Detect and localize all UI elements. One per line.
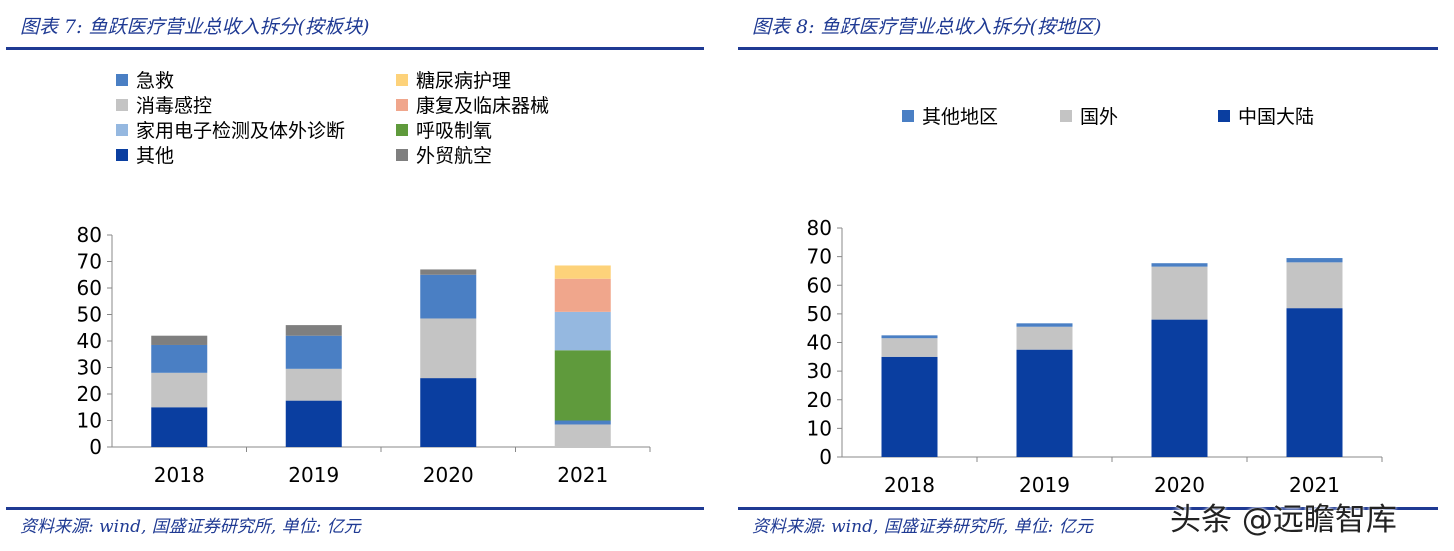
bar-segment xyxy=(881,335,938,339)
left-source-rule xyxy=(6,507,704,510)
y-tick-label: 80 xyxy=(77,223,102,247)
legend-swatch xyxy=(116,124,128,136)
y-tick-label: 70 xyxy=(77,250,102,274)
legend-swatch xyxy=(1218,110,1230,122)
bar-segment xyxy=(1286,308,1343,457)
bar-segment xyxy=(1016,323,1073,327)
x-tick-label: 2018 xyxy=(884,473,935,497)
bar-segment xyxy=(1016,326,1073,350)
legend-swatch xyxy=(902,110,914,122)
y-tick-label: 70 xyxy=(807,245,832,269)
bar-segment xyxy=(881,356,938,457)
legend-swatch xyxy=(396,74,408,86)
x-tick-label: 2021 xyxy=(1289,473,1340,497)
bar-segment xyxy=(420,378,477,447)
bar-segment xyxy=(420,269,477,275)
bar-segment xyxy=(554,424,611,447)
y-tick-label: 30 xyxy=(77,356,102,380)
x-tick-label: 2020 xyxy=(1154,473,1205,497)
bar-segment xyxy=(285,368,342,401)
bar-segment xyxy=(151,344,208,373)
bar-segment xyxy=(554,278,611,312)
x-tick-label: 2020 xyxy=(423,463,474,487)
right-source-note: 资料来源: wind, 国盛证券研究所, 单位: 亿元 xyxy=(752,517,1093,537)
bar-segment xyxy=(1016,349,1073,457)
y-tick-label: 0 xyxy=(89,435,102,459)
legend-label: 其他地区 xyxy=(922,106,998,128)
y-tick-label: 10 xyxy=(77,409,102,433)
legend-swatch xyxy=(1060,110,1072,122)
bar-segment xyxy=(151,372,208,408)
right-panel: 图表 8: 鱼跃医疗营业总收入拆分(按地区) 0 10 20 30 40 50 60 70 80… xyxy=(730,0,1454,551)
bar-segment xyxy=(554,311,611,351)
bar-segment xyxy=(1151,319,1208,457)
bar-segment xyxy=(285,325,342,336)
bar-segment xyxy=(554,420,611,425)
bar-segment xyxy=(285,400,342,447)
x-tick-label: 2019 xyxy=(1019,473,1070,497)
x-tick-label: 2021 xyxy=(557,463,608,487)
bar-segment xyxy=(151,407,208,447)
left-chart-title: 图表 7: 鱼跃医疗营业总收入拆分(按板块) xyxy=(20,16,370,38)
x-tick-label: 2018 xyxy=(154,463,205,487)
y-tick-label: 50 xyxy=(77,303,102,327)
legend-swatch xyxy=(396,124,408,136)
y-tick-label: 20 xyxy=(807,388,832,412)
legend-label: 国外 xyxy=(1080,106,1118,128)
y-tick-label: 0 xyxy=(819,445,832,469)
left-panel: 图表 7: 鱼跃医疗营业总收入拆分(按板块) 0 10 20 30 40 50 60 70 80… xyxy=(0,0,712,551)
bar-segment xyxy=(285,335,342,369)
right-source-rule xyxy=(738,507,1438,510)
legend-swatch xyxy=(116,149,128,161)
right-title-rule xyxy=(738,47,1438,50)
y-tick-label: 30 xyxy=(807,359,832,383)
y-tick-label: 40 xyxy=(77,329,102,353)
legend-label: 家用电子检测及体外诊断 xyxy=(136,120,345,142)
right-chart-title: 图表 8: 鱼跃医疗营业总收入拆分(按地区) xyxy=(752,16,1102,38)
right-chart: 0 10 20 30 40 50 60 70 80 2018 2019 2020 2021 其他地区 国外 中… xyxy=(807,106,1383,497)
legend-swatch xyxy=(116,74,128,86)
x-tick-label: 2019 xyxy=(288,463,339,487)
bar-segment xyxy=(881,338,938,357)
bar-segment xyxy=(420,318,477,379)
y-tick-label: 10 xyxy=(807,416,832,440)
y-tick-label: 60 xyxy=(77,276,102,300)
watermark: 头条 @远瞻智库 xyxy=(1170,502,1397,538)
legend-label: 糖尿病护理 xyxy=(416,70,511,92)
y-tick-label: 80 xyxy=(807,216,832,240)
legend-label: 中国大陆 xyxy=(1238,106,1314,128)
legend-label: 其他 xyxy=(136,145,174,167)
bar-segment xyxy=(420,274,477,319)
legend-swatch xyxy=(396,99,408,111)
bar-segment xyxy=(1151,266,1208,320)
left-source-note: 资料来源: wind, 国盛证券研究所, 单位: 亿元 xyxy=(20,517,361,537)
bar-segment xyxy=(554,350,611,421)
bar-segment xyxy=(1286,258,1343,263)
y-tick-label: 40 xyxy=(807,331,832,355)
legend-label: 康复及临床器械 xyxy=(416,95,549,117)
bar-segment xyxy=(1286,262,1343,309)
legend-label: 急救 xyxy=(136,70,174,92)
bar-segment xyxy=(151,335,208,345)
y-tick-label: 60 xyxy=(807,273,832,297)
left-title-rule xyxy=(6,47,704,50)
legend-swatch xyxy=(396,149,408,161)
y-tick-label: 20 xyxy=(77,382,102,406)
legend-label: 消毒感控 xyxy=(136,95,212,117)
bar-segment xyxy=(554,265,611,279)
legend-label: 呼吸制氧 xyxy=(416,120,492,142)
legend-label: 外贸航空 xyxy=(416,145,492,167)
y-tick-label: 50 xyxy=(807,302,832,326)
legend-swatch xyxy=(116,99,128,111)
bar-segment xyxy=(1151,263,1208,267)
